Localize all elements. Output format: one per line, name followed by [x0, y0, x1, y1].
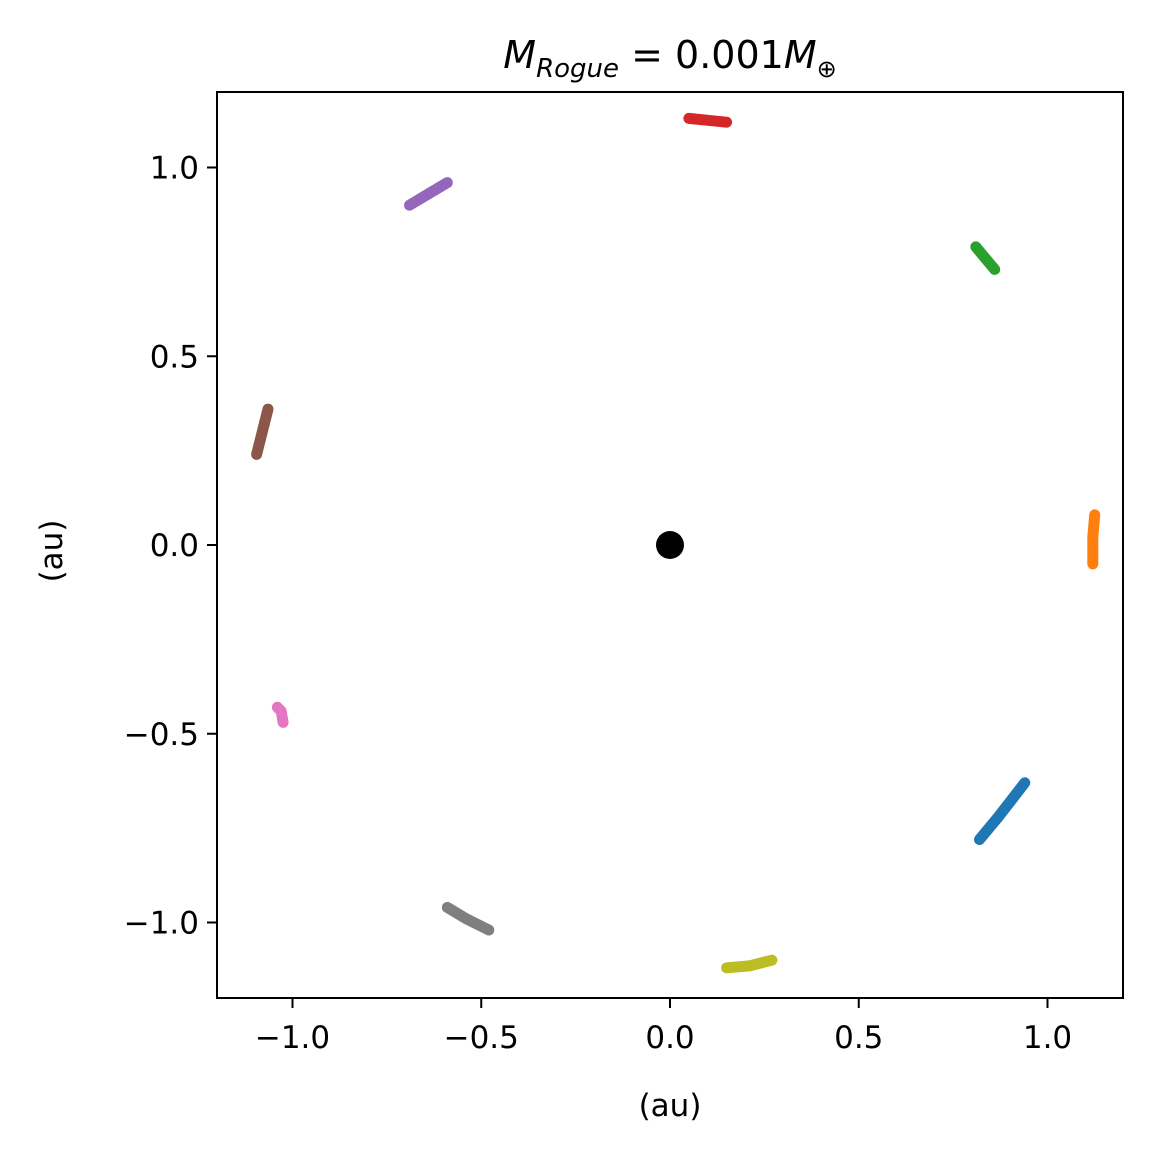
plot-area: [251, 112, 1101, 974]
x-tick-label: −1.0: [255, 1020, 330, 1056]
orbit-trail-9: [721, 954, 778, 974]
y-tick-label: 1.0: [150, 151, 199, 187]
x-axis-label: (au): [639, 1088, 702, 1124]
x-tick-label: 0.0: [645, 1020, 694, 1056]
y-axis-label: (au): [34, 520, 70, 583]
x-tick-label: 1.0: [1023, 1020, 1072, 1056]
title-mass-symbol-2: M: [784, 33, 817, 77]
x-axis-ticks: −1.0 −0.5 0.0 0.5 1.0: [255, 998, 1072, 1056]
y-tick-label: 0.0: [150, 528, 199, 564]
y-tick-label: 0.5: [150, 339, 199, 375]
x-tick-label: 0.5: [834, 1020, 883, 1056]
title-earth-subscript: ⊕: [817, 55, 837, 83]
chart-title: MRogue = 0.001M⊕: [503, 33, 836, 84]
orbit-trail-6: [251, 403, 274, 460]
y-tick-label: −0.5: [124, 717, 199, 753]
orbit-trail-7: [271, 701, 289, 728]
central-star-point: [656, 531, 684, 559]
orbit-trail-2: [1087, 509, 1101, 570]
orbit-trail-8: [441, 901, 495, 936]
orbit-trail-5: [404, 177, 453, 211]
orbit-trail-1: [974, 777, 1031, 845]
y-tick-label: −1.0: [124, 906, 199, 942]
orbit-trail-4: [683, 112, 733, 128]
y-axis-ticks: 1.0 0.5 0.0 −0.5 −1.0: [124, 151, 217, 942]
x-tick-label: −0.5: [444, 1020, 519, 1056]
orbit-trail-3: [970, 241, 1001, 275]
title-mass-symbol: M: [503, 33, 536, 77]
title-equals-value: = 0.001: [619, 33, 784, 77]
title-rogue-subscript: Rogue: [536, 54, 619, 84]
